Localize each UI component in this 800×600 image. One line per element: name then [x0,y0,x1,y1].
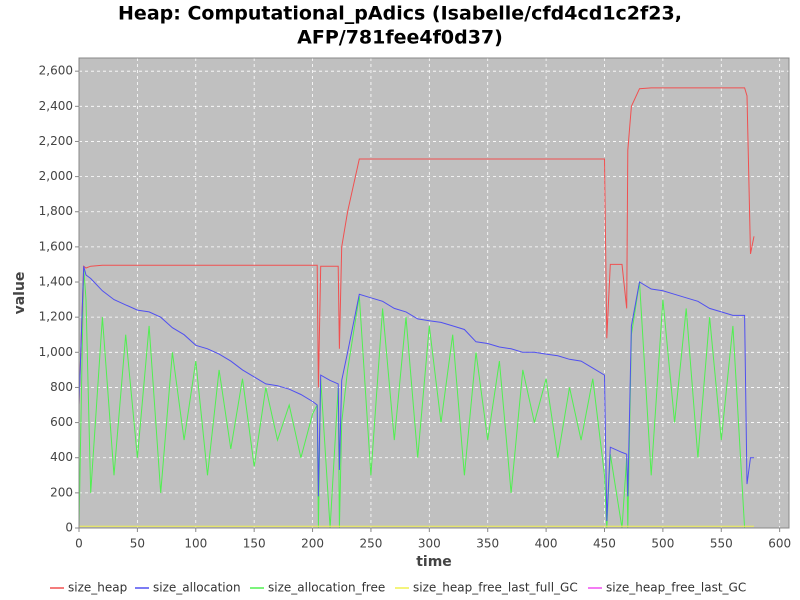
y-tick-label: 600 [50,415,73,429]
x-tick-label: 500 [651,537,674,551]
legend-label: size_heap_free_last_GC [606,581,746,595]
line-series [78,267,754,529]
x-axis-label: time [416,554,452,570]
plot-border [78,57,790,529]
chart-subtitle: AFP/781fee4f0d37) [297,27,503,49]
y-axis-label: value [12,272,28,315]
y-tick-label: 2,600 [39,64,73,78]
x-tick-label: 150 [243,537,266,551]
y-tick-label: 1,800 [39,204,73,218]
y-tick-label: 1,400 [39,275,73,289]
y-tick-label: 2,000 [39,169,73,183]
x-tick-label: 300 [418,537,441,551]
x-tick-label: 100 [184,537,207,551]
legend-label: size_allocation_free [268,581,385,595]
y-tick-label: 800 [50,380,73,394]
legend-label: size_heap_free_last_full_GC [413,581,578,595]
x-tick-label: 250 [359,537,382,551]
x-tick-label: 50 [130,537,145,551]
y-tick-label: 400 [50,450,73,464]
y-tick-label: 200 [50,485,73,499]
legend-label: size_allocation [153,581,241,595]
x-tick-label: 400 [535,537,558,551]
chart-title: Heap: Computational_pAdics (Isabelle/cfd… [118,3,682,25]
legend-label: size_heap [68,581,127,595]
line-series [78,266,754,522]
x-tick-label: 200 [301,537,324,551]
line-series [78,87,755,406]
y-tick-label: 1,000 [39,345,73,359]
x-tick-label: 600 [768,537,791,551]
x-tick-label: 550 [710,537,733,551]
x-tick-label: 350 [476,537,499,551]
x-tick-label: 450 [593,537,616,551]
y-tick-label: 1,600 [39,239,73,253]
y-tick-label: 2,400 [39,99,73,113]
y-tick-label: 1,200 [39,310,73,324]
x-tick-label: 0 [75,537,83,551]
y-tick-label: 2,200 [39,134,73,148]
y-tick-label: 0 [65,521,73,535]
